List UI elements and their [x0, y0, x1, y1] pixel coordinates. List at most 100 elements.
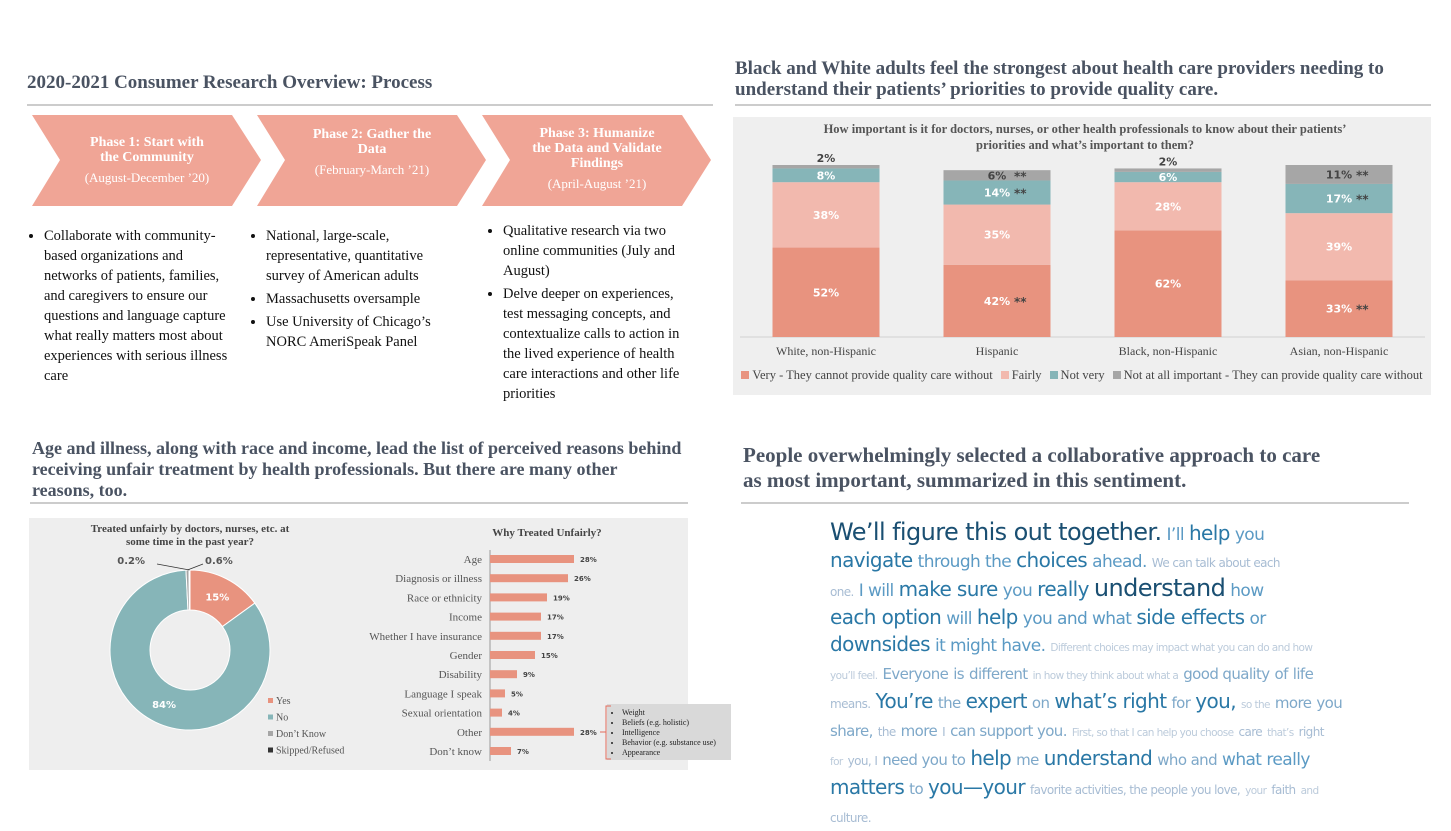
bar: [490, 631, 541, 640]
cloud-phrase: you, I: [847, 754, 878, 768]
cloud-phrase: you—your: [928, 775, 1026, 799]
cloud-phrase: to: [909, 780, 924, 798]
value-label: 11%: [1326, 168, 1352, 181]
legend-item: Not very: [1049, 368, 1105, 383]
legend-swatch: [268, 747, 273, 753]
value-label: 26%: [574, 575, 591, 583]
cloud-phrase: downsides: [830, 632, 931, 656]
bar: [490, 574, 568, 583]
callout-bracket: [600, 705, 611, 760]
legend-label: No: [276, 713, 288, 724]
value-label: 28%: [580, 556, 597, 564]
section-heading: Age and illness, along with race and inc…: [32, 438, 682, 500]
chart-title: Why Treated Unfairly?: [492, 527, 601, 539]
bullet: Qualitative research via two online comm…: [503, 221, 693, 281]
cloud-phrase: through the: [917, 552, 1012, 572]
callout-item: Weight: [622, 708, 716, 718]
value-label: 7%: [517, 748, 529, 756]
bar-segment: [943, 170, 1051, 181]
cloud-phrase: culture.: [830, 811, 872, 825]
cloud-phrase: good quality: [1183, 665, 1270, 683]
cloud-phrase: need you to: [882, 751, 966, 769]
cloud-phrase: the: [877, 725, 897, 739]
legend-swatch: [1112, 371, 1121, 379]
cloud-phrase: expert: [965, 689, 1028, 713]
x-tick-label: Asian, non-Hispanic: [1290, 344, 1389, 358]
bar: [490, 689, 505, 698]
cloud-phrase: care: [1238, 725, 1263, 739]
value-label: 33%: [1326, 303, 1352, 316]
donut-slice: [188, 569, 191, 611]
cloud-phrase: We can talk about each: [1151, 556, 1281, 570]
bar: [490, 747, 511, 755]
cloud-phrase: one.: [830, 585, 854, 599]
phase-chevron: [482, 115, 711, 206]
cloud-line: matters to you—your favorite activities, th…: [830, 775, 1347, 804]
cloud-phrase: I’ll: [1166, 525, 1185, 545]
cloud-phrase: me: [1016, 751, 1039, 769]
legend: Very - They cannot provide quality care …: [733, 368, 1431, 383]
phase-title: Phase 1: Start with the Community: [90, 135, 204, 165]
value-label: 9%: [523, 671, 535, 679]
phase-dates: (April-August ’21): [547, 176, 647, 191]
cloud-line: We’ll figure this out together. I’ll help y…: [830, 520, 1347, 548]
bullet: Delve deeper on experiences, test messag…: [503, 284, 693, 404]
bar-segment: [1285, 280, 1393, 337]
y-tick-label: Disability: [439, 669, 483, 681]
y-tick-label: Other: [457, 727, 482, 739]
cloud-phrase: you,: [1195, 689, 1237, 713]
cloud-phrase: life: [1292, 665, 1314, 683]
callout-item: Appearance: [622, 748, 716, 758]
bar-segment: [1114, 230, 1222, 337]
cloud-line: you’ll feel. Everyone is different in how th…: [830, 661, 1347, 689]
value-label: 42%: [984, 295, 1010, 308]
cloud-line: one. I will make sure you really understand ho…: [830, 576, 1347, 605]
cloud-phrase: you’ll feel.: [830, 670, 878, 682]
section-title: 2020-2021 Consumer Research Overview: Pr…: [27, 72, 433, 93]
cloud-phrase: for: [1171, 694, 1191, 712]
bar: [490, 651, 535, 659]
phase-chevron: [32, 115, 261, 206]
x-tick-label: White, non-Hispanic: [776, 344, 876, 358]
y-tick-label: Race or ethnicity: [407, 592, 483, 604]
callout-item: Beliefs (e.g. holistic): [622, 718, 716, 728]
cloud-phrase: on: [1031, 694, 1050, 712]
cloud-phrase: really: [1037, 577, 1089, 601]
cloud-phrase: choices: [1016, 548, 1088, 572]
legend-swatch: [1049, 371, 1058, 379]
significance-marker: **: [1356, 303, 1369, 317]
bar-segment: [1285, 183, 1393, 214]
bar-segment: [943, 264, 1051, 337]
bar-segment: [772, 182, 880, 248]
legend-item: Fairly: [1000, 368, 1042, 383]
bar-segment: [772, 165, 880, 169]
bar-segment: [1285, 213, 1393, 281]
legend-label: Skipped/Refused: [276, 746, 344, 757]
cloud-phrase: can support you.: [950, 722, 1067, 740]
bullet: Massachusetts oversample: [266, 289, 446, 309]
bullet: Use University of Chicago’s NORC AmeriSp…: [266, 312, 446, 352]
cloud-phrase: matters: [830, 775, 905, 799]
bar-segment: [1114, 182, 1222, 231]
cloud-phrase: how: [1230, 581, 1264, 601]
cloud-phrase: who and: [1157, 751, 1218, 769]
y-tick-label: Language I speak: [404, 688, 482, 700]
legend-label: Don’t Know: [276, 729, 327, 740]
cloud-line: culture.: [830, 804, 1347, 831]
value-label: 35%: [984, 229, 1010, 242]
cloud-phrase: more: [1274, 694, 1312, 712]
cloud-phrase: what: [1222, 750, 1262, 770]
cloud-phrase: understand: [1093, 574, 1226, 602]
legend-label: Very - They cannot provide quality care …: [752, 368, 993, 382]
x-tick-label: Hispanic: [976, 344, 1019, 358]
cloud-phrase: and: [1300, 785, 1320, 797]
chart-title: How important is it for doctors, nurses,…: [823, 122, 1347, 152]
cloud-phrase: you and what: [1022, 609, 1132, 629]
legend-label: Not very: [1060, 368, 1105, 382]
significance-marker: **: [1014, 187, 1027, 201]
value-label: 62%: [1155, 278, 1181, 291]
cloud-phrase: Different choices may impact what you ca…: [1050, 642, 1313, 654]
phase-dates: (August-December ’20): [84, 170, 210, 185]
